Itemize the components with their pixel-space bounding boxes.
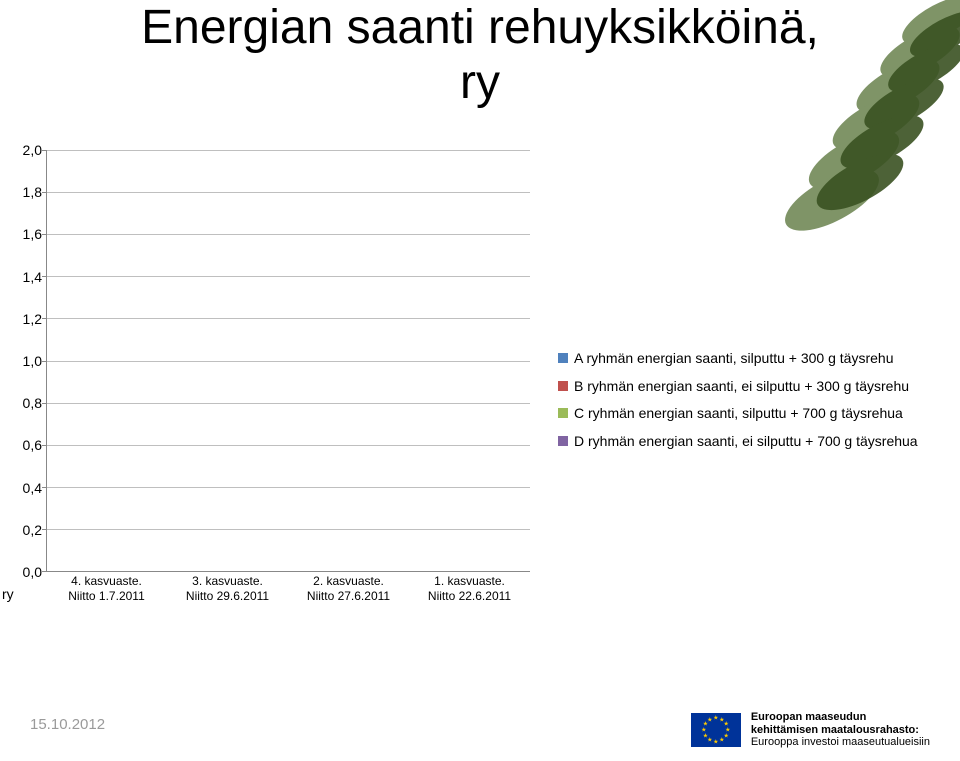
grid-line [47, 234, 530, 235]
y-tick-label: 1,6 [23, 226, 42, 242]
y-tick [42, 445, 47, 446]
legend-label: D ryhmän energian saanti, ei silputtu + … [574, 433, 918, 451]
y-tick-label: 2,0 [23, 142, 42, 158]
legend-item: B ryhmän energian saanti, ei silputtu + … [558, 378, 950, 396]
eu-star-icon: ★ [707, 716, 712, 723]
y-tick-label: 0,2 [23, 522, 42, 538]
y-tick [42, 403, 47, 404]
grid-line [47, 487, 530, 488]
grid-line [47, 445, 530, 446]
y-tick-label: 0,0 [23, 564, 42, 580]
legend-item: C ryhmän energian saanti, silputtu + 700… [558, 405, 950, 423]
y-tick-label: 0,4 [23, 480, 42, 496]
y-tick [42, 487, 47, 488]
title-line1: Energian saanti rehuyksikköinä, [141, 1, 819, 54]
grid-line [47, 361, 530, 362]
x-axis-label: 3. kasvuaste.Niitto 29.6.2011 [168, 572, 288, 610]
bar-chart: 0,00,20,40,60,81,01,21,41,61,82,0 4. kas… [10, 150, 950, 610]
legend-swatch [558, 408, 568, 418]
footer-logo-text: Euroopan maaseudun kehittämisen maatalou… [751, 711, 930, 749]
x-axis: 4. kasvuaste.Niitto 1.7.20113. kasvuaste… [46, 572, 530, 610]
y-tick-label: 1,0 [23, 353, 42, 369]
grid-line [47, 276, 530, 277]
grid-line [47, 529, 530, 530]
y-axis-title: ry [2, 586, 14, 761]
x-axis-label: 2. kasvuaste.Niitto 27.6.2011 [289, 572, 409, 610]
legend-swatch [558, 353, 568, 363]
slide-title: Energian saanti rehuyksikköinä, ry [0, 0, 960, 110]
grid-line [47, 150, 530, 151]
eu-star-icon: ★ [703, 733, 708, 740]
x-axis-label: 4. kasvuaste.Niitto 1.7.2011 [47, 572, 167, 610]
y-tick-label: 1,4 [23, 269, 42, 285]
legend-label: B ryhmän energian saanti, ei silputtu + … [574, 378, 909, 396]
legend-item: D ryhmän energian saanti, ei silputtu + … [558, 433, 950, 451]
footer-date: 15.10.2012 [30, 716, 105, 733]
y-tick [42, 529, 47, 530]
eu-star-icon: ★ [719, 737, 724, 744]
eu-star-icon: ★ [713, 715, 718, 722]
y-tick [42, 276, 47, 277]
legend-label: A ryhmän energian saanti, silputtu + 300… [574, 350, 893, 368]
y-tick [42, 234, 47, 235]
eu-star-icon: ★ [701, 727, 706, 734]
grid-line [47, 192, 530, 193]
x-axis-label: 1. kasvuaste.Niitto 22.6.2011 [410, 572, 530, 610]
y-tick-label: 0,6 [23, 437, 42, 453]
grid-line [47, 403, 530, 404]
y-tick [42, 150, 47, 151]
legend-item: A ryhmän energian saanti, silputtu + 300… [558, 350, 950, 368]
footer-eu-logo: ★★★★★★★★★★★★ Euroopan maaseudun kehittäm… [691, 711, 930, 749]
plot: 4. kasvuaste.Niitto 1.7.20113. kasvuaste… [46, 150, 530, 610]
y-tick [42, 318, 47, 319]
plot-area [46, 150, 530, 572]
y-tick [42, 192, 47, 193]
legend-swatch [558, 436, 568, 446]
y-tick-label: 1,2 [23, 311, 42, 327]
eu-flag-icon: ★★★★★★★★★★★★ [691, 713, 741, 747]
legend: A ryhmän energian saanti, silputtu + 300… [530, 150, 950, 610]
legend-swatch [558, 381, 568, 391]
y-tick-label: 1,8 [23, 184, 42, 200]
y-tick-label: 0,8 [23, 395, 42, 411]
eu-star-icon: ★ [713, 739, 718, 746]
y-tick [42, 361, 47, 362]
y-axis: 0,00,20,40,60,81,01,21,41,61,82,0 [10, 150, 46, 610]
title-line2: ry [460, 56, 500, 109]
grid-line [47, 318, 530, 319]
legend-label: C ryhmän energian saanti, silputtu + 700… [574, 405, 903, 423]
